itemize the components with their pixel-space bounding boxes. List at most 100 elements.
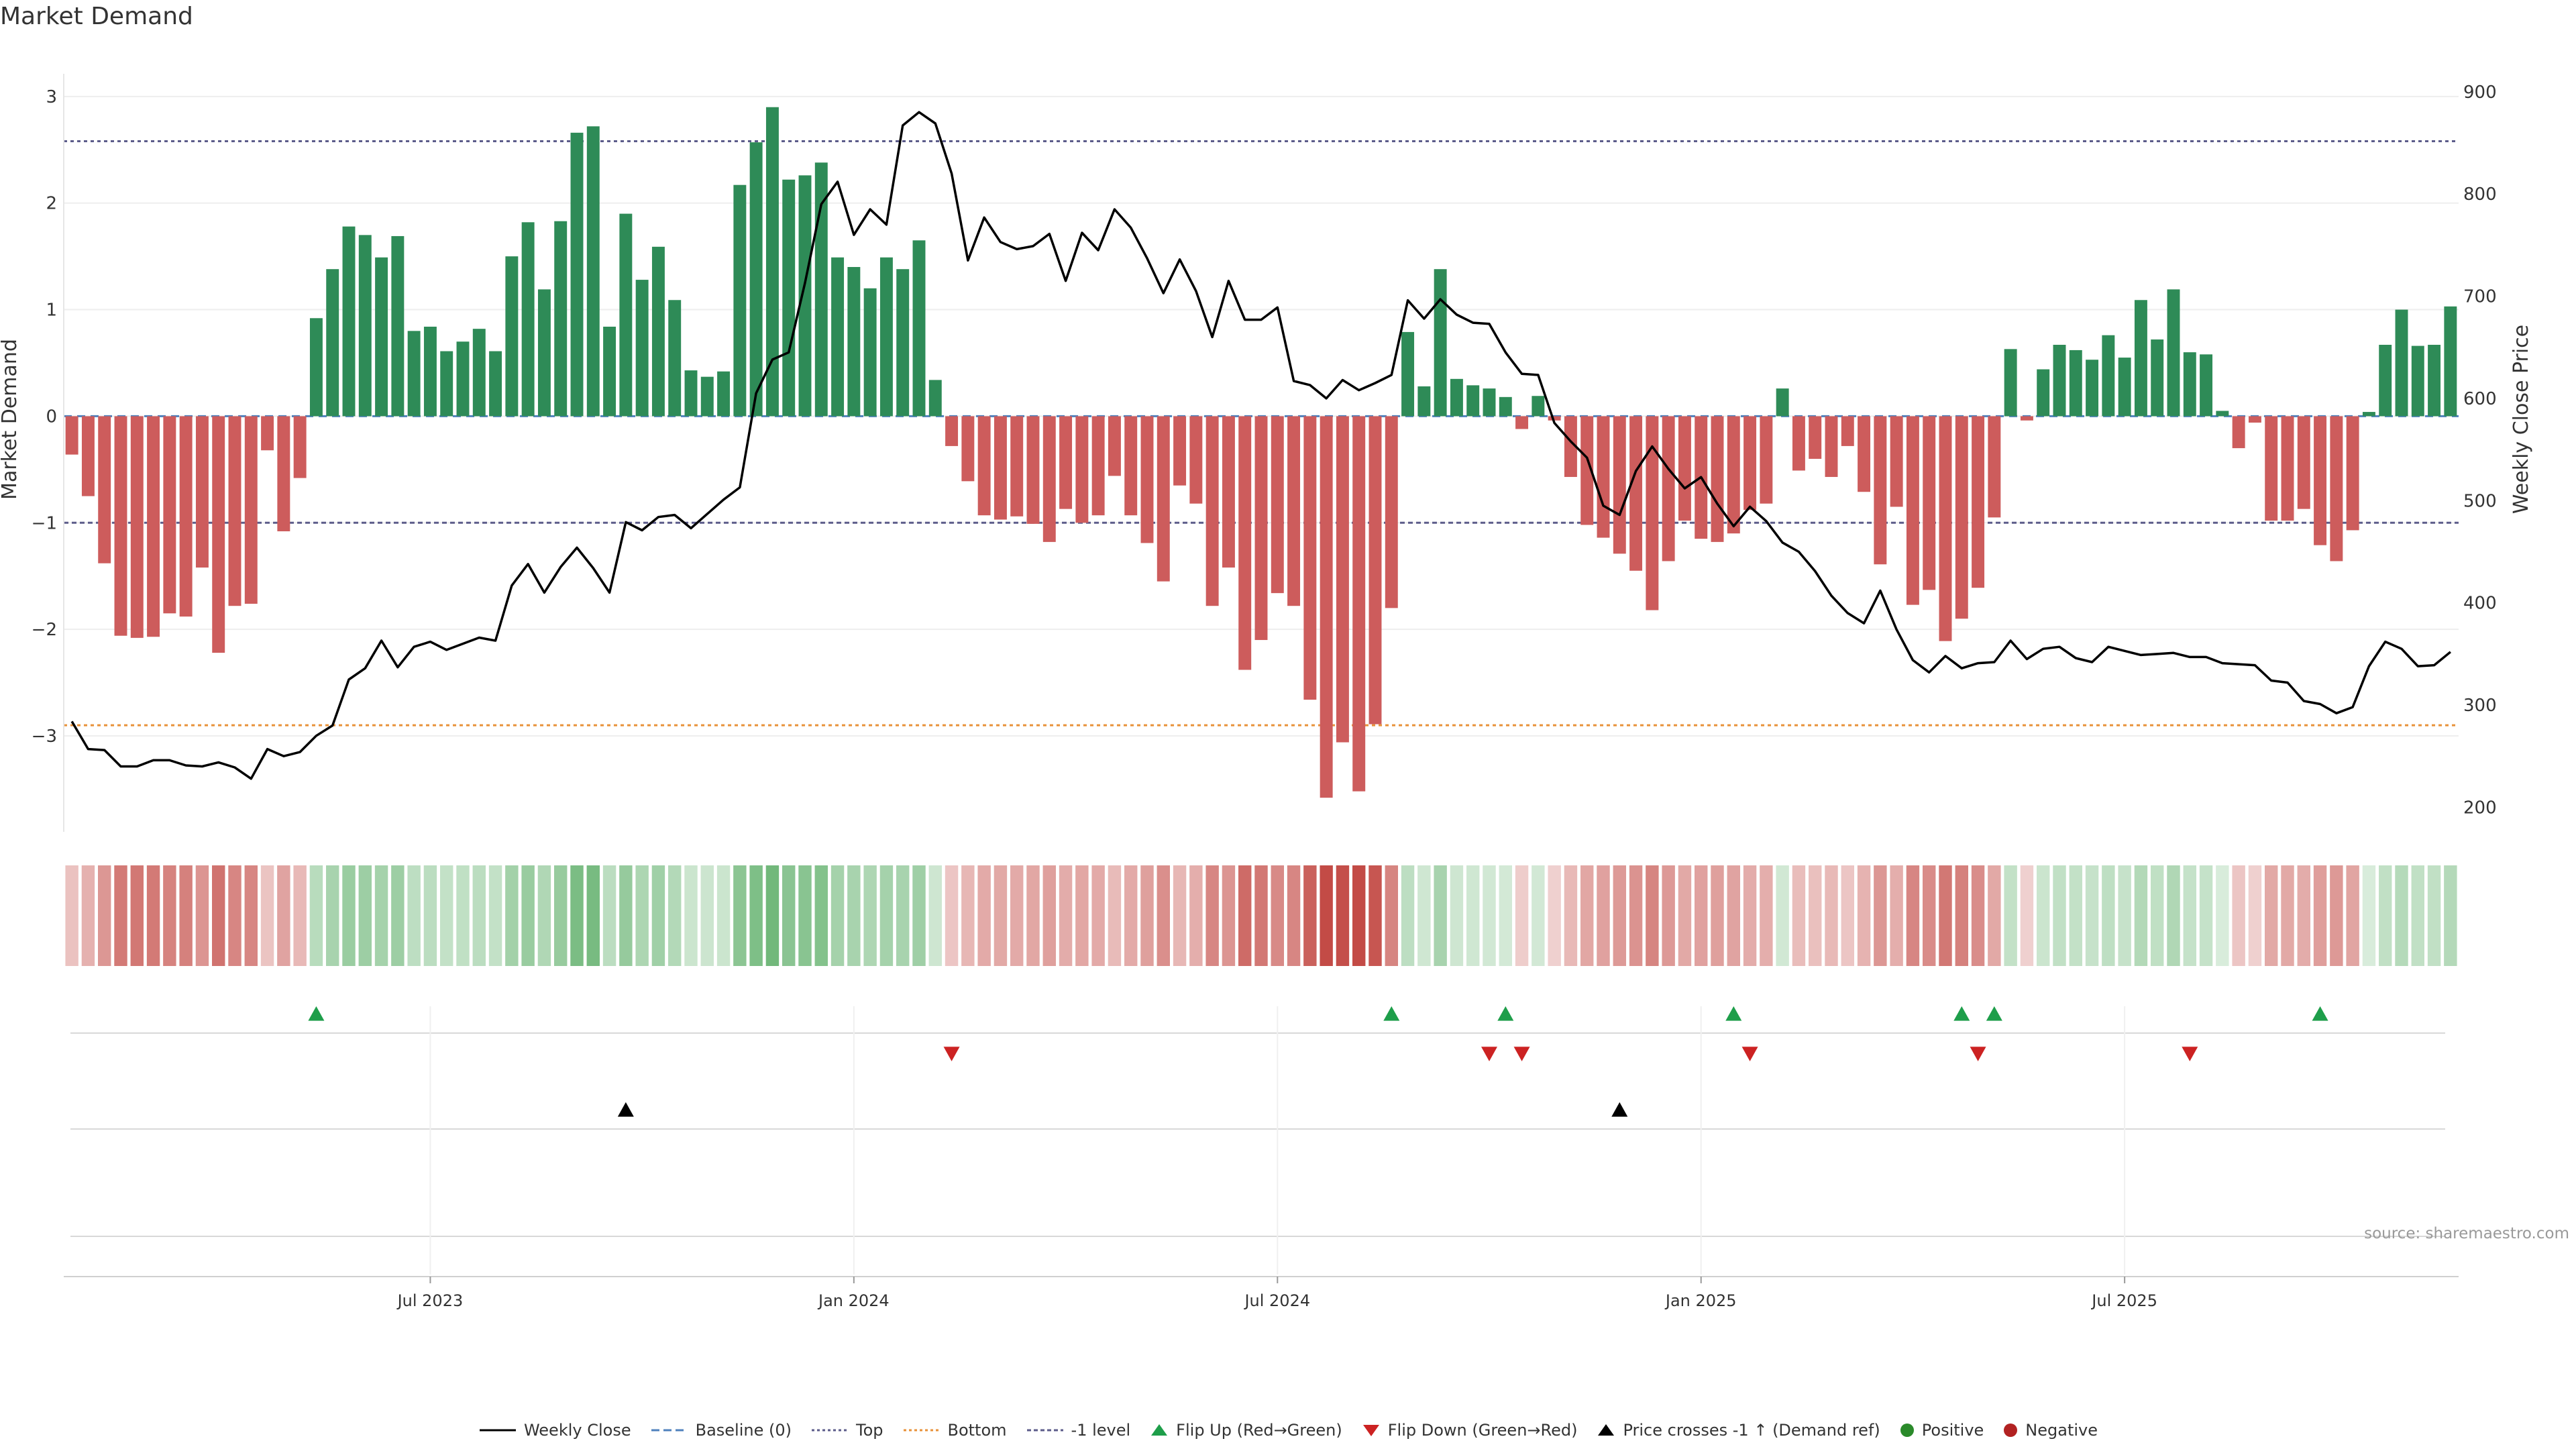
heat-cell (1532, 865, 1545, 966)
legend-label: Price crosses -1 ↑ (Demand ref) (1623, 1421, 1880, 1440)
legend-item-flip-down: Flip Down (Green→Red) (1361, 1421, 1577, 1440)
heat-cell (1743, 865, 1757, 966)
demand-bar (1580, 416, 1594, 525)
y-tick-label: 0 (46, 407, 57, 427)
heat-cell (1711, 865, 1724, 966)
heat-cell (961, 865, 975, 966)
heat-cell (1303, 865, 1317, 966)
y2-tick-label: 700 (2463, 287, 2497, 307)
flip-down-marker (2182, 1046, 2198, 1061)
demand-bar (1564, 416, 1577, 477)
heat-cell (1499, 865, 1512, 966)
legend: Weekly Close Baseline (0) Top Bottom -1 … (0, 1421, 2576, 1440)
heat-cell (2362, 865, 2376, 966)
heat-cell (1760, 865, 1773, 966)
demand-bar (195, 416, 209, 568)
heat-cell (2379, 865, 2392, 966)
heat-cell (1466, 865, 1480, 966)
demand-bar (1140, 416, 1154, 543)
demand-bar (2200, 354, 2213, 417)
heat-cell (1939, 865, 1952, 966)
heat-cell (700, 865, 714, 966)
y2-tick-label: 900 (2463, 83, 2497, 103)
heat-cell (1124, 865, 1138, 966)
heat-cell (1434, 865, 1447, 966)
heat-cell (2167, 865, 2180, 966)
heat-cell (309, 865, 323, 966)
legend-item-cross: Price crosses -1 ↑ (Demand ref) (1596, 1421, 1880, 1440)
demand-bar (407, 331, 421, 417)
flip-up-marker (1953, 1006, 1970, 1021)
demand-bar (1385, 416, 1398, 608)
heat-cell (179, 865, 193, 966)
heat-cell (472, 865, 486, 966)
legend-swatch-dotted-icon (812, 1429, 848, 1432)
heat-cell (2069, 865, 2082, 966)
heat-cell (277, 865, 290, 966)
demand-bar (749, 142, 763, 417)
heat-cell (765, 865, 780, 966)
heat-cell (326, 865, 339, 966)
heat-cell (782, 865, 796, 966)
heat-cell (1792, 865, 1806, 966)
heat-cell (928, 865, 942, 966)
demand-bar (2444, 306, 2457, 417)
y2-axis-label: Weekly Close Price (2510, 325, 2533, 514)
demand-bar (2411, 345, 2424, 417)
heat-cell (1287, 865, 1301, 966)
legend-item-weekly-close: Weekly Close (478, 1421, 631, 1440)
demand-bar (1222, 416, 1235, 568)
heat-cell (488, 865, 502, 966)
heat-cell (391, 865, 405, 966)
heat-cell (65, 865, 78, 966)
demand-bar (293, 416, 307, 478)
heat-cell (1450, 865, 1464, 966)
heat-cell (1059, 865, 1073, 966)
flip-up-marker (1986, 1006, 2002, 1021)
demand-bar (277, 416, 290, 531)
legend-label: Flip Up (Red→Green) (1176, 1421, 1342, 1440)
event-panels (70, 1006, 2445, 1275)
demand-bar (2020, 416, 2033, 421)
demand-bar (831, 257, 845, 417)
demand-bar (1711, 416, 1724, 542)
demand-bar (2379, 344, 2392, 417)
demand-heat-strip (65, 865, 2457, 966)
y2-tick-label: 200 (2463, 798, 2497, 818)
demand-bar (114, 416, 127, 636)
y2-tick-label: 400 (2463, 594, 2497, 614)
demand-bar (505, 256, 519, 417)
demand-bar (554, 221, 568, 417)
demand-bar (1597, 416, 1610, 538)
heat-cell (1613, 865, 1626, 966)
demand-bar (847, 267, 861, 417)
demand-bar (619, 213, 633, 417)
demand-bar (2314, 416, 2327, 545)
heat-cell (407, 865, 421, 966)
heat-cell (1173, 865, 1187, 966)
demand-bar (1271, 416, 1284, 594)
demand-bar (65, 416, 78, 455)
heat-cell (163, 865, 176, 966)
demand-bar (163, 416, 176, 614)
heat-cell (293, 865, 307, 966)
price-cross-marker (617, 1102, 634, 1117)
demand-bar (179, 416, 193, 617)
demand-bar (603, 326, 616, 417)
heat-cell (2118, 865, 2131, 966)
heat-cell (2313, 865, 2327, 966)
heat-cell (2053, 865, 2066, 966)
demand-bar (1629, 416, 1643, 571)
demand-bar (81, 416, 95, 496)
triangle-down-icon (1362, 1425, 1379, 1436)
heat-cell (2444, 865, 2457, 966)
heat-cell (945, 865, 959, 966)
legend-label: Top (856, 1421, 883, 1440)
heat-cell (2102, 865, 2115, 966)
legend-swatch-dotted-icon (1026, 1429, 1063, 1432)
demand-bar (945, 416, 959, 446)
demand-bar (1792, 416, 1805, 471)
demand-bar (2167, 289, 2180, 417)
demand-bar (961, 416, 975, 482)
heat-cell (912, 865, 926, 966)
